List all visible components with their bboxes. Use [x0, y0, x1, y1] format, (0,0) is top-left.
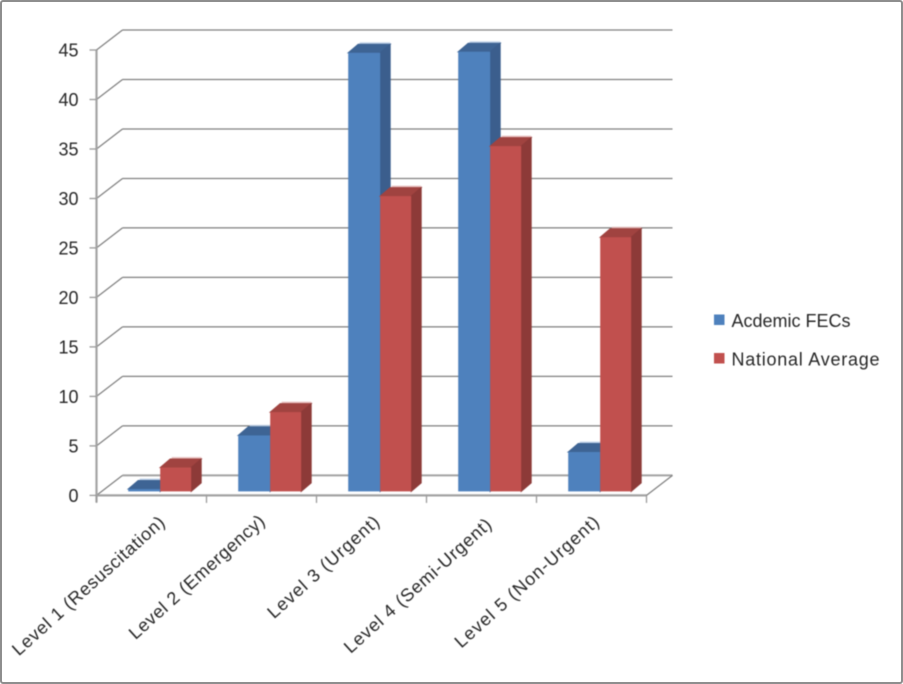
svg-text:45: 45 [58, 41, 78, 61]
svg-text:25: 25 [58, 238, 78, 258]
svg-text:Acdemic FECs: Acdemic FECs [732, 311, 851, 331]
svg-text:20: 20 [58, 288, 78, 308]
svg-text:0: 0 [68, 486, 78, 506]
svg-text:40: 40 [58, 90, 78, 110]
svg-text:Level 3 (Urgent): Level 3 (Urgent) [263, 511, 384, 623]
svg-text:15: 15 [58, 337, 78, 357]
svg-text:35: 35 [58, 140, 78, 160]
svg-text:5: 5 [68, 436, 78, 456]
svg-text:10: 10 [58, 387, 78, 407]
svg-text:National Average: National Average [732, 350, 881, 370]
svg-text:Level 1 (Resuscitation): Level 1 (Resuscitation) [8, 512, 169, 660]
svg-text:30: 30 [58, 189, 78, 209]
